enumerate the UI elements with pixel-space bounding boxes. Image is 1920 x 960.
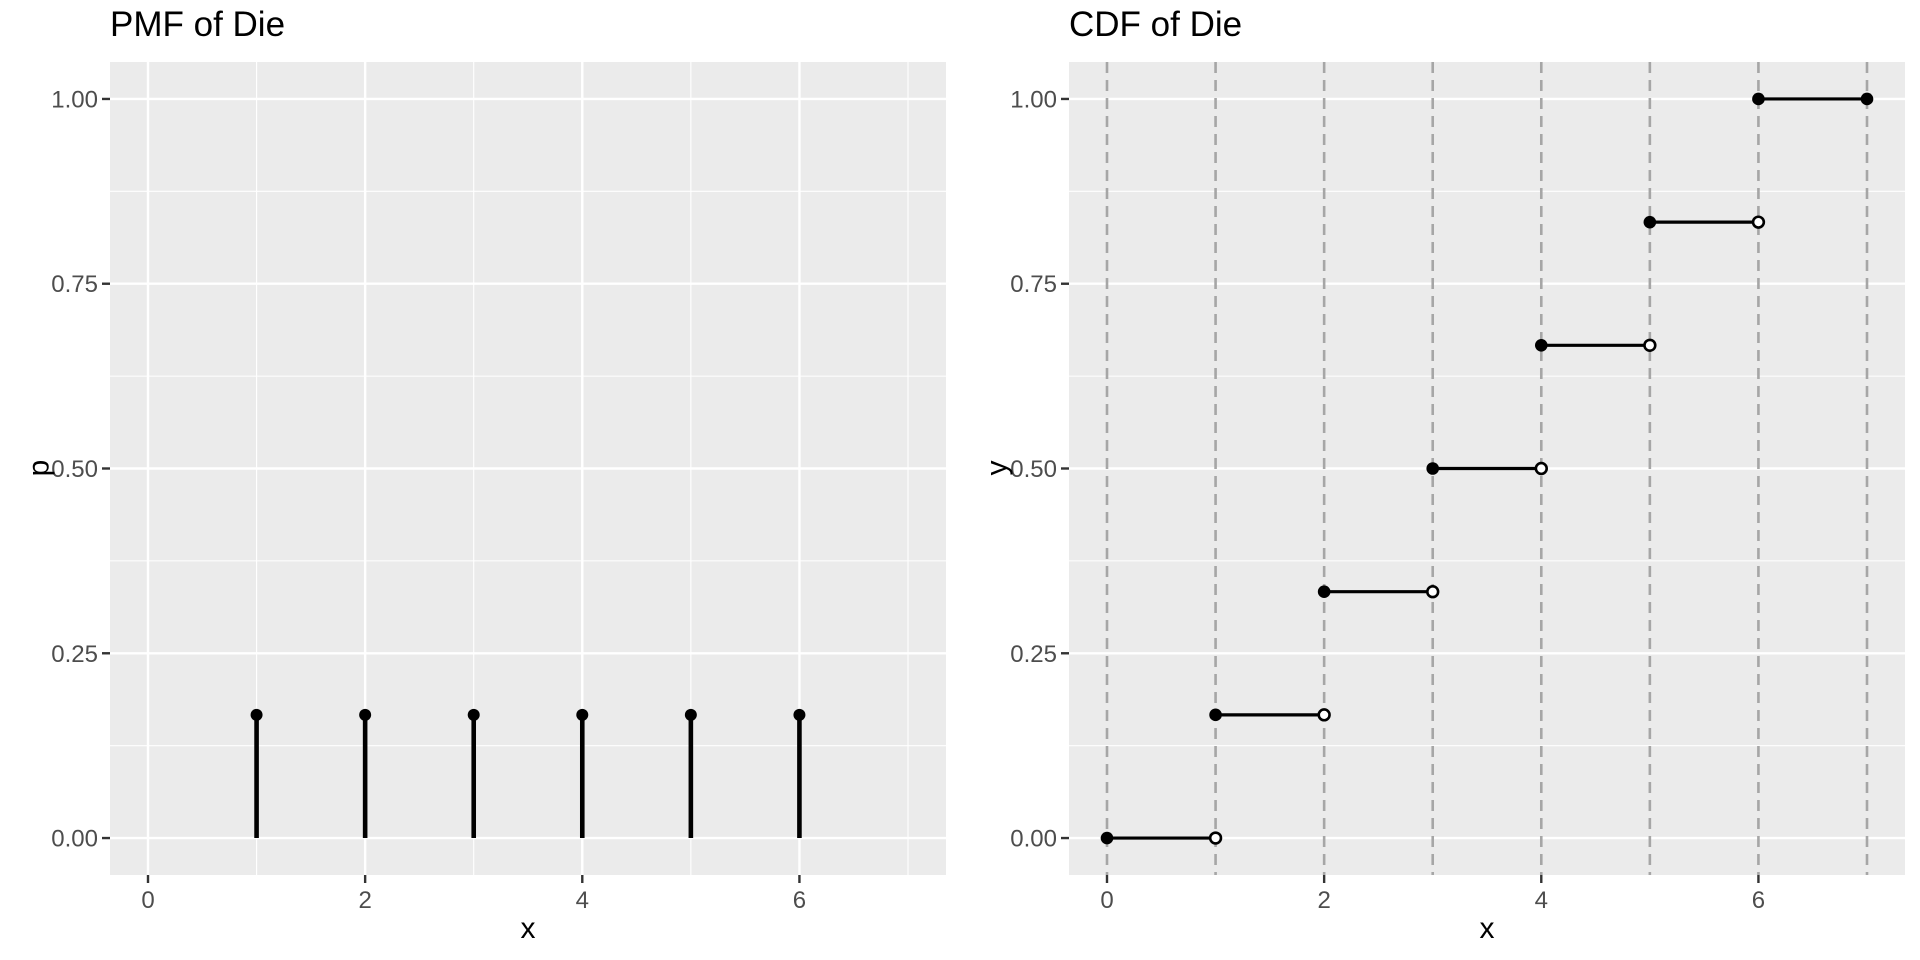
pmf-plot-area: 0.00 0.25 0.50 0.75 1.00 0 2 4 6	[51, 62, 946, 914]
pmf-point	[793, 708, 806, 721]
x-tick-label: 2	[1317, 887, 1330, 914]
cdf-closed-point	[1100, 831, 1114, 845]
cdf-open-point	[1317, 708, 1331, 722]
cdf-closed-point	[1209, 708, 1222, 722]
cdf-closed-point	[1317, 585, 1331, 599]
x-tick-label: 6	[793, 887, 806, 914]
pmf-chart-title: PMF of Die	[110, 5, 286, 44]
pmf-chart: 0.00 0.25 0.50 0.75 1.00 0 2 4 6 PMF of Die x p	[22, 5, 946, 945]
cdf-y-axis-title: y	[980, 460, 1014, 476]
cdf-open-point	[1643, 338, 1657, 352]
cdf-open-point	[1751, 215, 1766, 229]
y-tick-label: 1.00	[51, 86, 98, 113]
y-tick-label: 0.00	[51, 826, 98, 853]
x-tick-label: 6	[1752, 887, 1765, 914]
cdf-x-axis-title: x	[1479, 912, 1495, 945]
cdf-open-point	[1208, 831, 1223, 845]
cdf-chart: 0.00 0.25 0.50 0.75 1.00 0 2 4 6 CDF of Die x y	[960, 0, 1920, 960]
pmf-point	[684, 708, 697, 721]
y-tick-label: 0.75	[1010, 271, 1057, 298]
cdf-open-point	[1426, 585, 1440, 599]
y-tick-label: 0.25	[51, 641, 98, 668]
cdf-closed-point	[1643, 215, 1657, 229]
cdf-closed-point	[1426, 462, 1440, 475]
y-tick-label: 0.75	[51, 271, 98, 298]
y-tick-label: 0.50	[51, 456, 98, 483]
pmf-y-axis-title: p	[22, 459, 56, 477]
pmf-point	[359, 708, 372, 721]
pmf-point	[467, 708, 480, 721]
cdf-closed-point	[1534, 338, 1548, 352]
pmf-point	[576, 708, 589, 721]
y-tick-label: 0.00	[1010, 826, 1057, 853]
x-tick-label: 0	[141, 887, 154, 914]
x-tick-label: 4	[576, 887, 589, 914]
y-tick-label: 1.00	[1010, 86, 1057, 113]
cdf-open-point	[1534, 461, 1548, 476]
y-tick-label: 0.50	[1010, 456, 1057, 483]
cdf-closed-point	[1860, 92, 1874, 106]
cdf-closed-point	[1752, 92, 1765, 106]
pmf-x-axis-title: x	[520, 912, 536, 945]
pmf-point	[250, 708, 263, 721]
cdf-chart-title: CDF of Die	[1069, 5, 1243, 44]
x-tick-label: 4	[1535, 887, 1548, 914]
y-tick-label: 0.25	[1010, 641, 1057, 668]
cdf-plot-area: 0.00 0.25 0.50 0.75 1.00 0 2 4 6	[1010, 62, 1905, 914]
x-tick-label: 0	[1100, 887, 1113, 914]
x-tick-label: 2	[358, 887, 371, 914]
